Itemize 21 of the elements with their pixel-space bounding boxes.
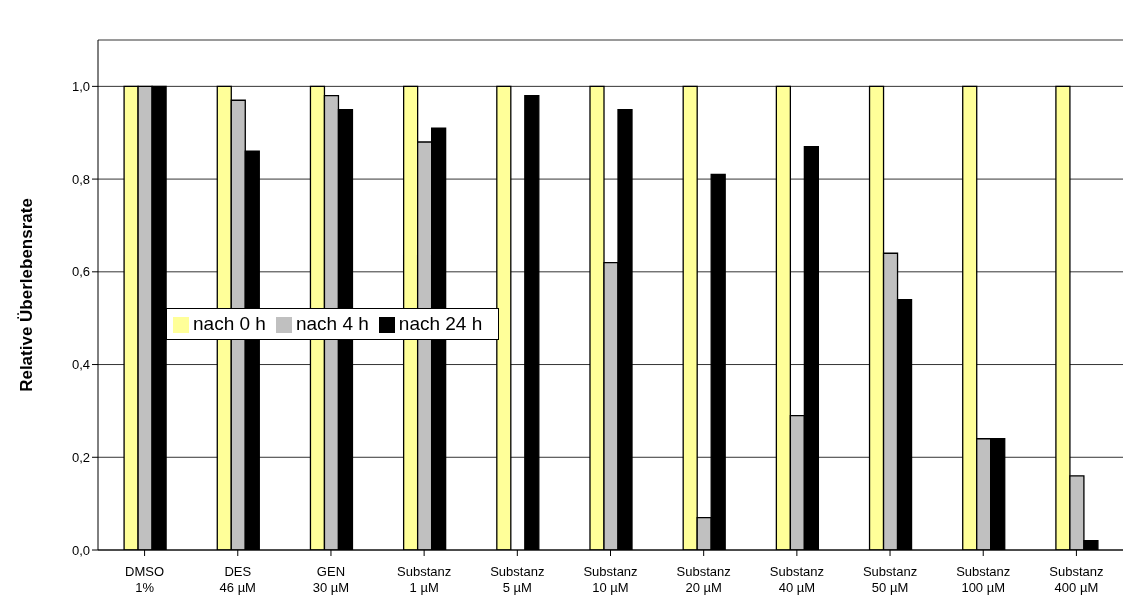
y-tick-label: 1,0 xyxy=(71,78,90,94)
y-tick-label: 0,6 xyxy=(71,264,90,280)
y-tick-label: 0,2 xyxy=(71,449,90,465)
x-tick-label: DES 46 µM xyxy=(219,564,256,595)
y-tick-label: 0,4 xyxy=(71,357,90,373)
x-tick-label: Substanz 100 µM xyxy=(956,564,1011,595)
x-tick-label: Substanz 10 µM xyxy=(583,564,638,595)
y-tick-label: 0,0 xyxy=(71,542,90,558)
x-tick-label: Substanz 1 µM xyxy=(397,564,452,595)
x-tick-label: DMSO 1% xyxy=(125,564,165,595)
legend-label: nach 4 h xyxy=(295,313,369,334)
legend-label: nach 0 h xyxy=(193,313,266,334)
x-tick-label: GEN 30 µM xyxy=(312,564,350,595)
x-tick-label: Substanz 40 µM xyxy=(769,564,824,595)
y-tick-label: 0,8 xyxy=(71,171,90,187)
y-axis-title: Relative Überlebensrate xyxy=(17,198,37,392)
x-tick-label: Substanz 5 µM xyxy=(490,564,545,595)
legend-label: nach 24 h xyxy=(398,313,483,334)
x-tick-label: Substanz 50 µM xyxy=(862,564,918,595)
x-tick-label: Substanz 400 µM xyxy=(1049,564,1104,595)
x-tick-label: Substanz 20 µM xyxy=(676,564,731,595)
